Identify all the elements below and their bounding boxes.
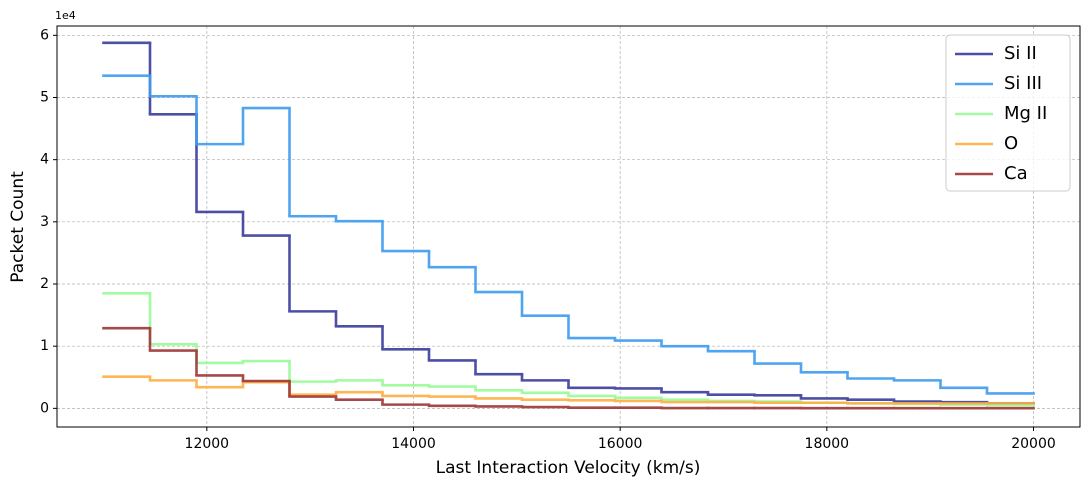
series (102, 74, 1035, 395)
x-tick-label: 12000 (185, 436, 230, 452)
legend: Si II Si III Mg II O Ca (945, 34, 1071, 192)
x-axis-label: Last Interaction Velocity (km/s) (436, 458, 701, 478)
series (102, 41, 1035, 405)
legend-box (945, 34, 1071, 192)
plot-frame (56, 25, 1081, 428)
x-tick-label: 16000 (598, 436, 643, 452)
x-tick-label: 20000 (1011, 436, 1056, 452)
x-tick-label: 18000 (805, 436, 850, 452)
y-tick-label: 1 (40, 338, 49, 354)
y-tick-label: 3 (40, 214, 49, 230)
legend-label: Ca (1004, 163, 1028, 184)
legend-label: Si II (1004, 43, 1037, 64)
y-tick-label: 5 (40, 89, 49, 105)
legend-label: Mg II (1004, 103, 1047, 124)
y-tick-label: 2 (40, 276, 49, 292)
y-offset-label: 1e4 (55, 9, 76, 22)
series (102, 375, 1035, 405)
y-tick-label: 0 (40, 400, 49, 416)
legend-label: Si III (1004, 73, 1042, 94)
x-tick-label: 14000 (391, 436, 436, 452)
y-axis-label: Packet Count (8, 171, 28, 283)
legend-label: O (1004, 133, 1018, 154)
series (102, 326, 1035, 410)
y-tick-label: 4 (40, 152, 49, 168)
y-tick-label: 6 (40, 27, 49, 43)
